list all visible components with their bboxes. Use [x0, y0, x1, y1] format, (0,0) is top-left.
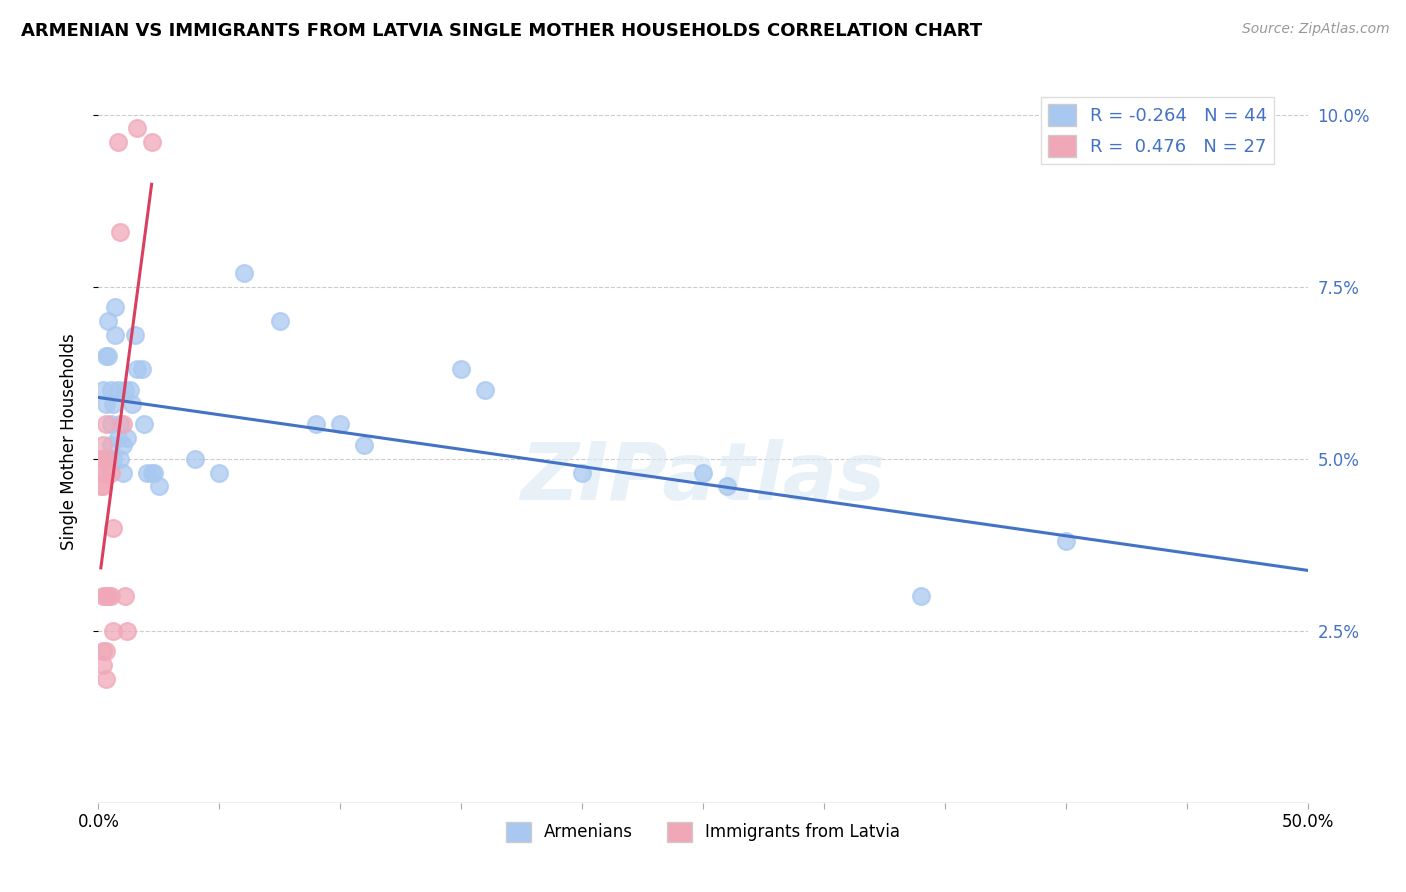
- Point: [108, 417, 131, 432]
- Point: [108, 225, 131, 239]
- Point: [208, 466, 231, 480]
- Point: [716, 479, 738, 493]
- Point: [97, 590, 120, 604]
- Point: [124, 327, 146, 342]
- Point: [91, 438, 114, 452]
- Text: ZIPatlas: ZIPatlas: [520, 439, 886, 516]
- Point: [131, 362, 153, 376]
- Point: [101, 624, 124, 638]
- Point: [114, 590, 136, 604]
- Point: [100, 438, 122, 452]
- Point: [101, 397, 124, 411]
- Point: [91, 451, 114, 466]
- Point: [117, 624, 139, 638]
- Point: [107, 383, 129, 397]
- Point: [97, 349, 120, 363]
- Point: [91, 590, 114, 604]
- Point: [353, 438, 375, 452]
- Point: [184, 451, 207, 466]
- Point: [97, 314, 120, 328]
- Point: [108, 451, 131, 466]
- Text: Source: ZipAtlas.com: Source: ZipAtlas.com: [1241, 22, 1389, 37]
- Point: [127, 362, 149, 376]
- Text: ARMENIAN VS IMMIGRANTS FROM LATVIA SINGLE MOTHER HOUSEHOLDS CORRELATION CHART: ARMENIAN VS IMMIGRANTS FROM LATVIA SINGL…: [21, 22, 983, 40]
- Point: [141, 466, 163, 480]
- Point: [111, 466, 134, 480]
- Point: [90, 479, 112, 493]
- Point: [143, 466, 166, 480]
- Point: [94, 590, 117, 604]
- Point: [329, 417, 352, 432]
- Point: [117, 431, 139, 445]
- Point: [94, 397, 117, 411]
- Y-axis label: Single Mother Households: Single Mother Households: [59, 334, 77, 549]
- Point: [91, 658, 114, 673]
- Point: [100, 417, 122, 432]
- Point: [107, 135, 129, 149]
- Point: [269, 314, 291, 328]
- Point: [94, 672, 117, 686]
- Point: [1054, 534, 1077, 549]
- Point: [90, 466, 112, 480]
- Point: [94, 417, 117, 432]
- Point: [692, 466, 714, 480]
- Point: [135, 466, 157, 480]
- Point: [232, 266, 254, 280]
- Point: [305, 417, 328, 432]
- Point: [90, 451, 112, 466]
- Point: [91, 644, 114, 658]
- Point: [127, 121, 149, 136]
- Point: [100, 383, 122, 397]
- Point: [111, 438, 134, 452]
- Point: [118, 383, 141, 397]
- Point: [148, 479, 170, 493]
- Point: [100, 590, 122, 604]
- Point: [111, 417, 134, 432]
- Point: [91, 479, 114, 493]
- Point: [91, 383, 114, 397]
- Point: [141, 135, 163, 149]
- Point: [571, 466, 593, 480]
- Point: [101, 451, 124, 466]
- Point: [910, 590, 932, 604]
- Point: [134, 417, 156, 432]
- Point: [114, 383, 136, 397]
- Point: [107, 431, 129, 445]
- Point: [94, 349, 117, 363]
- Point: [450, 362, 472, 376]
- Legend: Armenians, Immigrants from Latvia: Armenians, Immigrants from Latvia: [499, 815, 907, 848]
- Point: [474, 383, 496, 397]
- Point: [94, 644, 117, 658]
- Point: [100, 466, 122, 480]
- Point: [97, 451, 120, 466]
- Point: [121, 397, 143, 411]
- Point: [101, 520, 124, 534]
- Point: [104, 301, 127, 315]
- Point: [94, 466, 117, 480]
- Point: [104, 327, 127, 342]
